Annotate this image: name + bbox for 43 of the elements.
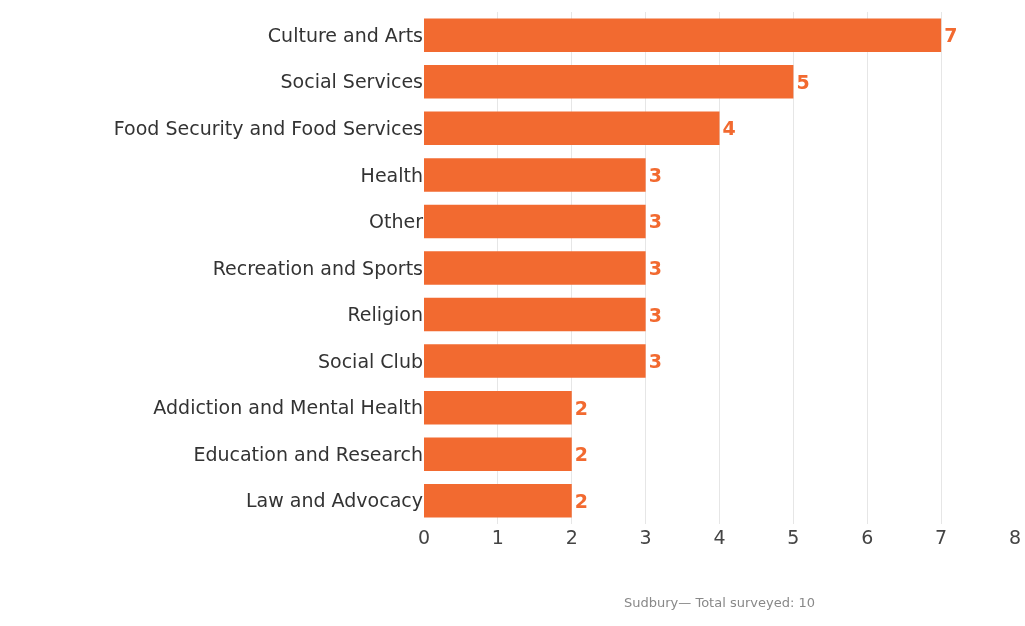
x-tick-label: 1 [491,526,504,548]
text: Sudbury— Total surveyed: 10 [624,595,815,610]
y-tick-label: Culture and Arts [267,23,423,46]
x-tick-label: 8 [1008,526,1022,548]
y-tick-label: Food Security and Food Services [113,117,423,140]
y-tick-label: Religion [347,303,423,326]
x-tick-label: 7 [935,526,948,548]
bar [424,344,646,378]
bar [424,483,572,518]
y-tick-label: Social Club [317,349,423,372]
data-label: 4 [722,117,736,140]
y-tick-label: Social Services [280,70,423,93]
bar [424,390,572,425]
y-tick-label: Education and Research [193,442,423,465]
data-label: 3 [648,257,662,279]
y-tick-label: Other [369,210,424,233]
y-tick-label: Addiction and Mental Health [153,396,423,419]
data-label: 3 [648,163,662,186]
x-tick-label: 4 [713,526,726,548]
data-label: 3 [648,210,662,233]
data-label: 2 [574,443,588,466]
bar [424,251,646,285]
data-label: 3 [648,303,662,326]
bar [424,437,572,471]
bar [424,65,794,99]
x-tick-label: 0 [417,526,431,548]
bar [424,18,942,53]
x-tick-label: 5 [787,526,800,548]
y-tick-label: Health [360,163,423,186]
y-tick-label: Recreation and Sports [212,256,423,279]
bar [424,111,720,146]
x-tick-label: 3 [639,526,652,548]
data-label: 5 [796,70,810,93]
bar [424,297,646,332]
data-label: 3 [648,350,662,373]
x-tick-label: 2 [565,526,578,548]
data-label: 2 [574,489,588,512]
x-tick-label: 6 [861,526,874,548]
data-label: 7 [944,24,958,47]
y-tick-label: Law and Advocacy [246,489,423,512]
bar [424,204,646,239]
bar [424,158,646,192]
data-label: 2 [574,396,588,419]
